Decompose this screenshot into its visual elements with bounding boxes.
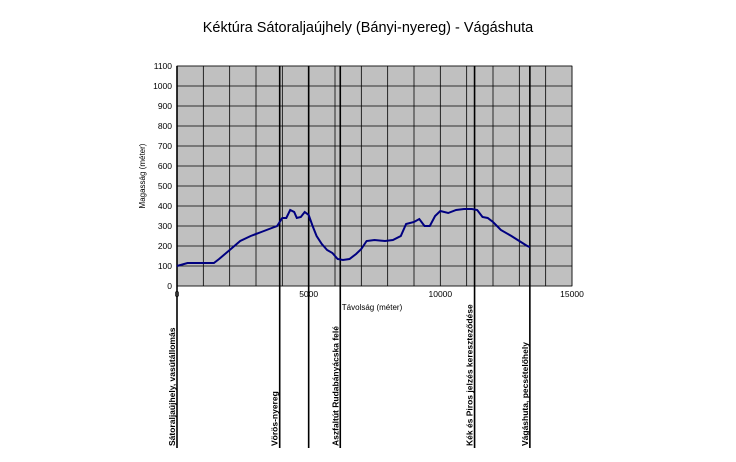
waypoint-label: Aszfaltút Rudabányácska felé bbox=[330, 326, 340, 446]
y-tick-label: 600 bbox=[158, 161, 172, 171]
y-tick-label: 1100 bbox=[154, 61, 173, 71]
waypoint-label: Vágáshuta, pecsételőhely bbox=[520, 342, 530, 446]
y-tick-label: 400 bbox=[158, 201, 172, 211]
waypoint-labels: Sátoraljaújhely, vasútállomás Vörös-nyere… bbox=[167, 304, 530, 446]
elevation-line bbox=[176, 208, 531, 267]
waypoint-markers bbox=[176, 66, 531, 448]
x-axis-ticks: 0 5000 10000 15000 bbox=[175, 289, 584, 299]
plot-area bbox=[176, 65, 573, 287]
y-tick-label: 800 bbox=[158, 121, 172, 131]
x-tick-label: 15000 bbox=[560, 289, 584, 299]
waypoint-label: Sátoraljaújhely, vasútállomás bbox=[167, 327, 177, 446]
y-tick-label: 300 bbox=[158, 221, 172, 231]
x-axis-label: Távolság (méter) bbox=[342, 303, 403, 312]
y-axis-ticks: 0 100 200 300 400 500 600 700 800 900 1000 1100 bbox=[153, 61, 172, 291]
y-tick-label: 0 bbox=[167, 281, 172, 291]
y-tick-label: 100 bbox=[158, 261, 172, 271]
x-tick-label: 5000 bbox=[299, 289, 318, 299]
y-tick-label: 900 bbox=[158, 101, 172, 111]
waypoint-label: Kék és Piros jelzés kereszteződése bbox=[465, 304, 475, 446]
y-tick-label: 700 bbox=[158, 141, 172, 151]
waypoint-label: Vörös-nyereg bbox=[270, 391, 280, 446]
y-tick-label: 1000 bbox=[153, 81, 172, 91]
x-tick-label: 10000 bbox=[429, 289, 453, 299]
y-tick-label: 500 bbox=[158, 181, 172, 191]
chart-title: Kéktúra Sátoraljaújhely (Bányi-nyereg) -… bbox=[203, 20, 534, 36]
y-tick-label: 200 bbox=[158, 241, 172, 251]
y-axis-label: Magasság (méter) bbox=[138, 143, 147, 208]
x-tick-label: 0 bbox=[175, 289, 180, 299]
